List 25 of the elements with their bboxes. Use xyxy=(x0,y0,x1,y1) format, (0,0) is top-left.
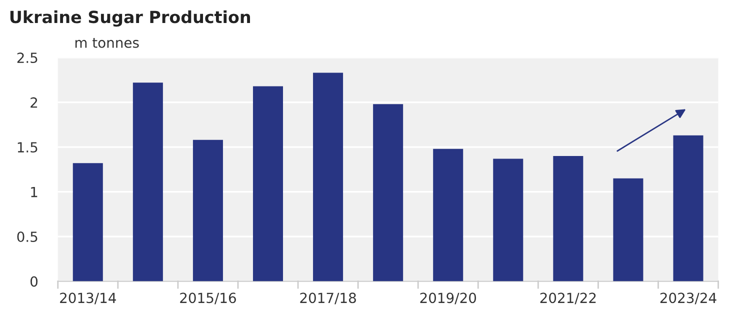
y-tick-label: 1 xyxy=(31,186,38,198)
x-tick-label: 2021/22 xyxy=(540,292,596,304)
bar xyxy=(493,158,524,282)
bar xyxy=(252,86,284,282)
x-tick-label: 2015/16 xyxy=(180,292,236,304)
y-tick-label: 2 xyxy=(30,97,38,108)
bar xyxy=(373,104,404,282)
chart-title: Ukraine Sugar Production xyxy=(10,10,250,27)
bar xyxy=(313,72,344,282)
bar xyxy=(132,82,163,282)
y-tick-label: 0.5 xyxy=(17,232,38,242)
x-tick-label: 2017/18 xyxy=(300,292,356,304)
x-tick-label: 2013/14 xyxy=(60,292,116,304)
y-axis-title: m tonnes xyxy=(75,38,139,48)
bar xyxy=(613,178,644,282)
bar xyxy=(192,140,223,282)
x-tick-label: 2023/24 xyxy=(660,292,716,304)
bar xyxy=(72,163,103,282)
y-tick-label: 0 xyxy=(30,276,38,287)
y-tick-label: 2.5 xyxy=(17,52,38,64)
bar xyxy=(673,135,704,282)
bar xyxy=(553,156,584,282)
bar xyxy=(433,148,464,282)
y-tick-label: 1.5 xyxy=(18,142,38,153)
x-tick-label: 2019/20 xyxy=(420,292,476,304)
